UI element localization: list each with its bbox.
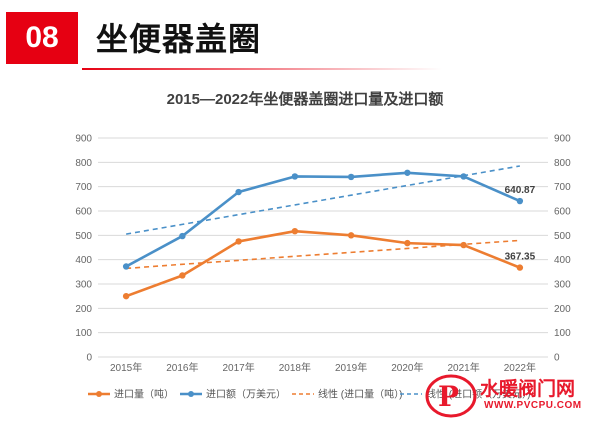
legend-label: 线性 (进口额（万美元）) (426, 388, 530, 401)
watermark-text: 水暖阀门网 (480, 379, 576, 400)
y-tick-label-left: 200 (75, 304, 92, 315)
data-point (291, 227, 299, 235)
x-tick-label: 2020年 (391, 361, 423, 374)
y-tick-label-right: 600 (554, 207, 571, 218)
y-tick-label-right: 100 (554, 328, 571, 339)
site-watermark: P 水暖阀门网 WWW.PVCPU.COM (424, 372, 594, 420)
series-lines (125, 171, 521, 298)
data-label: 367.35 (505, 252, 536, 263)
data-point (516, 197, 524, 205)
data-point (347, 232, 355, 239)
section-number-badge: 08 (6, 12, 78, 64)
legend-marker (96, 391, 102, 397)
data-point (122, 292, 130, 300)
legend-marker (188, 391, 194, 397)
x-tick-label: 2017年 (223, 361, 255, 374)
y-tick-label-right: 500 (554, 231, 571, 242)
legend-label: 线性 (进口量（吨）) (318, 388, 402, 401)
data-points (122, 169, 524, 300)
legend: 进口量（吨） 进口额（万美元） 线性 (进口量（吨）) 线性 (进口额（万美元）) (88, 388, 530, 401)
x-tick-label: 2022年 (504, 361, 536, 374)
watermark-url: WWW.PVCPU.COM (484, 400, 582, 411)
y-tick-label-right: 800 (554, 158, 571, 169)
y-tick-label-left: 500 (75, 231, 92, 242)
svg-text:P: P (438, 380, 459, 413)
data-point (122, 263, 130, 270)
y-tick-label-left: 400 (75, 255, 92, 266)
gridlines (98, 137, 548, 358)
data-point (291, 173, 299, 180)
data-point (347, 173, 355, 181)
section-title: 坐便器盖圈 (96, 21, 262, 57)
data-point (516, 264, 524, 271)
chart-title: 2015—2022年坐便器盖圈进口量及进口额 (167, 90, 444, 108)
x-tick-label: 2021年 (448, 361, 480, 374)
data-point (235, 188, 242, 196)
y-tick-label-left: 900 (75, 134, 92, 145)
y-tick-label-right: 300 (554, 280, 571, 291)
x-tick-label: 2016年 (166, 361, 198, 374)
legend-label: 进口额（万美元） (206, 388, 286, 401)
data-point (179, 232, 186, 240)
y-tick-label-left: 800 (75, 158, 92, 169)
legend-label: 进口量（吨） (114, 388, 174, 401)
y-tick-label-left: 100 (75, 328, 92, 339)
y-tick-label-right: 200 (554, 304, 571, 315)
trend-line (125, 165, 521, 235)
x-tick-label: 2018年 (279, 361, 311, 374)
data-label: 640.87 (505, 185, 536, 196)
data-point (460, 241, 467, 249)
data-point (460, 173, 467, 180)
x-tick-label: 2015年 (110, 361, 142, 374)
y-tick-label-right: 400 (554, 255, 571, 266)
data-point (404, 169, 411, 176)
header-underline (82, 68, 442, 70)
y-tick-label-left: 700 (75, 182, 92, 193)
y-tick-label-right: 0 (554, 353, 560, 364)
series-line (125, 171, 521, 268)
trend-lines (125, 165, 521, 270)
series-line (125, 229, 521, 298)
x-tick-label: 2019年 (335, 361, 367, 374)
axis-ticks: 0 0 100 100 200 200 300 300 400 400 500 500 600 600 70… (75, 134, 571, 375)
y-tick-label-left: 0 (86, 353, 92, 364)
data-point (404, 239, 411, 247)
data-point (235, 238, 242, 245)
y-tick-label-left: 300 (75, 280, 92, 291)
data-point (179, 272, 186, 279)
y-tick-label-right: 700 (554, 182, 571, 193)
data-labels: 640.87 367.35 (505, 185, 536, 263)
watermark-logo-icon: P (425, 374, 477, 418)
slide-header: 08 坐便器盖圈 (0, 0, 600, 76)
y-tick-label-left: 600 (75, 207, 92, 218)
y-tick-label-right: 900 (554, 134, 571, 145)
